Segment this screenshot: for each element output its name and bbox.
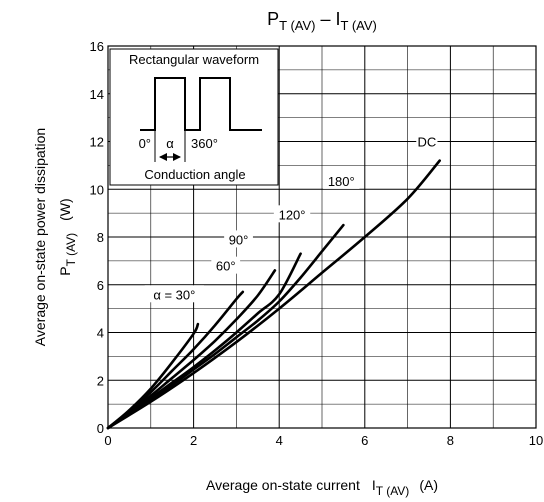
y-tick-label: 10	[90, 182, 104, 197]
curve-label: 120°	[279, 207, 306, 222]
title-main: P	[267, 9, 279, 29]
y-tick-label: 0	[97, 421, 104, 436]
y-axis-label-line2: PT (AV) (W)	[57, 198, 78, 275]
y-tick-label: 16	[90, 39, 104, 54]
grid	[108, 46, 536, 428]
alpha-arrowhead-left	[159, 153, 167, 161]
y-tick-label: 4	[97, 326, 104, 341]
curve-label: α = 30°	[153, 287, 195, 302]
x-tick-label: 8	[447, 433, 454, 448]
title-second: I	[336, 9, 341, 29]
angle-end-label: 360°	[191, 136, 218, 151]
y-tick-label: 12	[90, 135, 104, 150]
plot-frame	[107, 45, 537, 429]
x-tick-label: 10	[529, 433, 543, 448]
x-axis-label-text: Average on-state current	[206, 477, 360, 493]
curve-label-bg	[211, 256, 241, 274]
conduction-angle-label: Conduction angle	[144, 167, 245, 182]
y-tick-label: 6	[97, 278, 104, 293]
title-sep: –	[315, 9, 335, 29]
alpha-label: α	[166, 136, 174, 151]
tick-labels: 0 2 4 6 8 10 0 2 4 6 8 10 12 14 16	[90, 39, 544, 448]
chart-title: PT (AV) – IT (AV)	[267, 9, 377, 33]
alpha-arrowhead-right	[173, 153, 181, 161]
angle-start-label: 0°	[139, 136, 151, 151]
x-tick-label: 6	[361, 433, 368, 448]
curve-label-bg	[416, 132, 438, 150]
curve-label: DC	[417, 135, 436, 150]
curve-4	[106, 223, 345, 430]
x-tick-label: 0	[104, 433, 111, 448]
x-axis-unit: (A)	[419, 477, 438, 493]
curve-label-bg	[224, 230, 253, 248]
curve-label-bg	[323, 171, 360, 189]
inset-box	[109, 48, 279, 186]
y-axis-symbol: P	[57, 266, 73, 275]
x-axis-symbol-sub: T (AV)	[376, 484, 410, 498]
curve-label-bg	[273, 205, 311, 223]
y-tick-label: 14	[90, 87, 104, 102]
curve-5	[106, 159, 441, 430]
y-tick-label: 8	[97, 230, 104, 245]
x-tick-label: 4	[276, 433, 283, 448]
x-axis-label: Average on-state current IT (AV) (A)	[206, 477, 438, 498]
curve-label: 60°	[216, 259, 236, 274]
y-axis-label-line1: Average on-state power dissipation	[32, 128, 48, 346]
curve-labels: α = 30° 60° 90° 120° 180° DC	[144, 132, 438, 303]
curve-label-bg	[144, 285, 204, 303]
x-tick-label: 2	[190, 433, 197, 448]
title-second-sub: T (AV)	[341, 18, 377, 33]
waveform-line	[140, 77, 262, 131]
inset-title: Rectangular waveform	[129, 52, 259, 67]
curve-label: 180°	[328, 174, 355, 189]
title-main-sub: T (AV)	[279, 18, 315, 33]
curves	[106, 159, 441, 430]
x-axis-symbol: I	[372, 477, 376, 493]
y-axis-unit: (W)	[57, 198, 73, 221]
y-axis-symbol-sub: T (AV)	[64, 233, 78, 267]
y-tick-label: 2	[97, 373, 104, 388]
waveform-inset: Rectangular waveform 0° α 360° Conductio…	[109, 48, 279, 186]
curve-label: 90°	[229, 232, 249, 247]
